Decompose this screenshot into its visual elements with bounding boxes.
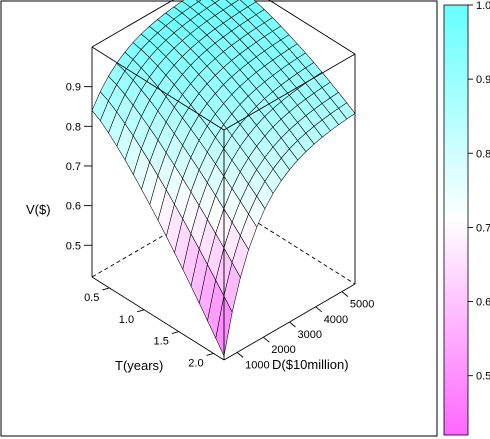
- y-tick: [263, 336, 270, 343]
- box-edge: [268, 0, 356, 55]
- y-tick: [315, 306, 322, 313]
- colorbar-tick-label: 0.5: [476, 371, 490, 383]
- box-edge: [223, 53, 356, 131]
- x-tick: [171, 331, 179, 335]
- surface-mesh: [91, 0, 356, 357]
- y-tick-label: 3000: [298, 329, 322, 341]
- colorbar-tick-label: 0.7: [476, 222, 490, 234]
- z-tick-label: 0.9: [66, 82, 81, 94]
- y-tick: [341, 291, 349, 297]
- colorbar-tick-label: 0.9: [476, 74, 490, 86]
- box-edge: [91, 46, 225, 131]
- y-tick-label: 2000: [271, 344, 295, 356]
- x-tick-label: 0.5: [84, 292, 99, 304]
- x-tick: [102, 287, 110, 291]
- surface-patch: [195, 0, 202, 2]
- y-tick: [236, 352, 244, 358]
- y-tick-label: 1000: [245, 359, 269, 371]
- z-tick-label: 0.7: [66, 161, 81, 173]
- box-edge-hidden: [91, 200, 224, 278]
- x-tick-label: 2.0: [188, 357, 203, 369]
- y-axis-title: D($10million): [272, 357, 349, 372]
- x-axis-title: T(years): [115, 358, 163, 373]
- box-front-edges: [91, 0, 356, 361]
- z-axis-title: V($): [26, 202, 51, 217]
- x-tick: [136, 309, 145, 313]
- colorbar: [443, 4, 469, 436]
- y-tick: [289, 321, 296, 328]
- x-axis: 0.5 1.0 1.5 2.0: [84, 287, 214, 369]
- x-tick-label: 1.0: [119, 314, 134, 326]
- z-tick-label: 0.6: [66, 201, 81, 213]
- z-axis: 0.5 0.6 0.7 0.8 0.9: [66, 82, 92, 252]
- colorbar-tick-label: 0.8: [476, 148, 490, 160]
- y-tick-label: 4000: [324, 314, 348, 326]
- z-tick-label: 0.8: [66, 121, 81, 133]
- x-tick-label: 1.5: [154, 336, 169, 348]
- colorbar-tick-label: 0.6: [476, 297, 490, 309]
- z-tick-label: 0.5: [66, 240, 81, 252]
- box-edge: [91, 0, 174, 48]
- box-edge-hidden: [222, 200, 356, 285]
- x-tick: [206, 353, 214, 356]
- colorbar-ticks: 0.5 0.6 0.7 0.8 0.9 1.0: [468, 0, 490, 383]
- box-edge: [91, 276, 225, 361]
- colorbar-tick-label: 1.0: [476, 0, 490, 12]
- y-tick-label: 5000: [350, 299, 374, 311]
